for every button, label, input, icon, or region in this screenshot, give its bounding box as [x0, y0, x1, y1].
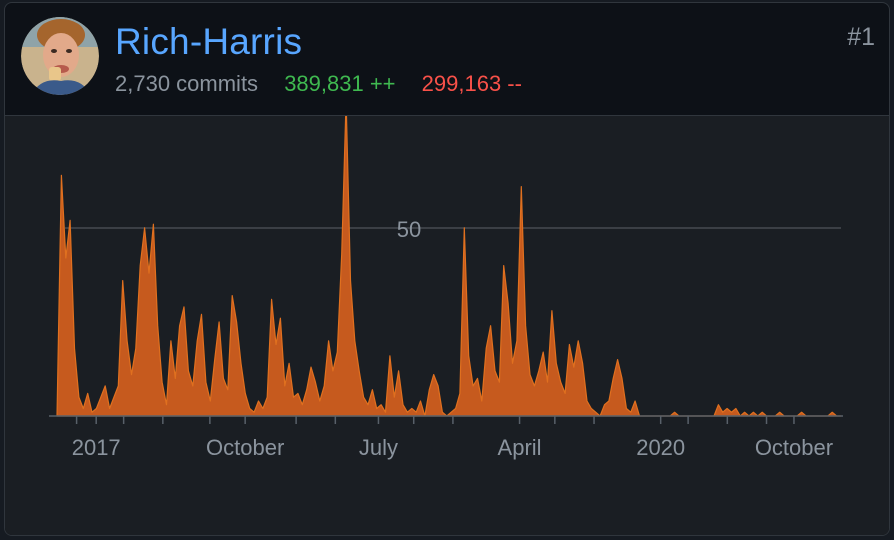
rank-label: #1 [847, 23, 875, 51]
x-tick-label: October [206, 435, 284, 460]
contribution-stats: 2,730 commits 389,831 ++ 299,163 -- [115, 71, 542, 97]
x-tick-label: April [498, 435, 542, 460]
x-tick-label: 2017 [72, 435, 121, 460]
x-tick-label: July [359, 435, 398, 460]
avatar[interactable] [21, 17, 99, 95]
contributor-card: Rich-Harris #1 2,730 commits 389,831 ++ … [4, 2, 890, 536]
commit-count[interactable]: 2,730 commits [115, 71, 259, 96]
x-tick-label: October [755, 435, 833, 460]
chart-svg: 50 2017 October July April 2020 October [49, 99, 843, 460]
commit-area-series [56, 99, 842, 417]
deletions-count: 299,163 -- [421, 71, 522, 96]
contributor-header: Rich-Harris #1 2,730 commits 389,831 ++ … [5, 3, 889, 116]
commit-activity-chart: 50 2017 October July April 2020 October [5, 99, 889, 535]
additions-count: 389,831 ++ [284, 71, 396, 96]
x-tick-label: 2020 [636, 435, 685, 460]
y-tick-label: 50 [397, 217, 421, 242]
username-link[interactable]: Rich-Harris [115, 21, 303, 62]
